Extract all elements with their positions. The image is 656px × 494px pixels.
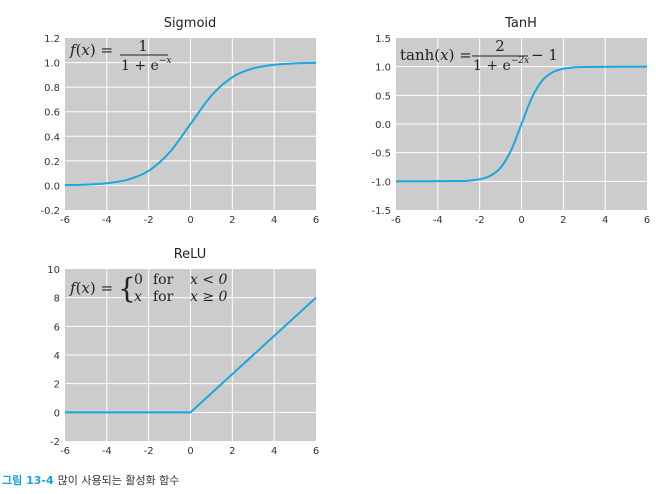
relu-case1-word: for: [153, 272, 174, 288]
sigmoid-panel: Sigmoid -0.2 0.0 0.2 0.4 0.6 0.8 1.0 1.2 -6 -4 -2…: [40, 16, 319, 226]
sigmoid-x-tick-label: 2: [229, 215, 235, 226]
tanh-y-tick-label: 1.0: [375, 63, 391, 74]
tanh-y-tick-label: 0.0: [375, 120, 391, 131]
sigmoid-x-tick-label: -6: [60, 215, 70, 226]
tanh-y-tick-label: -1.0: [371, 177, 391, 188]
sigmoid-x-tick-label: 6: [313, 215, 319, 226]
svg-text:f(x) =: f(x) =: [69, 41, 113, 59]
tanh-x-tick-label: 2: [560, 215, 566, 226]
relu-formula: f(x) = { 0 for x < 0 x for x ≥ 0: [69, 272, 228, 305]
relu-curve: [65, 296, 317, 414]
relu-y-tick-label: 0: [54, 408, 60, 419]
tanh-y-tick-label: 1.5: [375, 34, 391, 45]
sigmoid-x-tick-label: 4: [271, 215, 277, 226]
sigmoid-y-tick-label: 0.0: [44, 181, 60, 192]
svg-text:f(x) =: f(x) =: [69, 279, 113, 297]
tanh-formula-numerator: 2: [495, 37, 505, 55]
sigmoid-title: Sigmoid: [164, 16, 217, 31]
relu-case2-value: x: [134, 289, 142, 305]
svg-text:1 + e−x: 1 + e−x: [121, 56, 171, 74]
sigmoid-formula-denominator: 1 + e: [121, 58, 159, 74]
relu-y-tick-label: 10: [47, 265, 60, 276]
relu-x-ticks: -6 -4 -2 0 2 4 6: [60, 446, 319, 457]
caption-label: 그림 13-4: [2, 474, 54, 487]
sigmoid-formula-numerator: 1: [138, 37, 148, 55]
relu-x-tick-label: 2: [229, 446, 235, 457]
tanh-y-tick-label: -1.5: [371, 206, 391, 217]
sigmoid-y-tick-label: 1.0: [44, 59, 60, 70]
tanh-x-tick-label: 0: [518, 215, 524, 226]
relu-y-tick-label: 8: [54, 294, 60, 305]
sigmoid-x-tick-label: -2: [144, 215, 154, 226]
relu-brace: {: [118, 272, 136, 305]
relu-x-tick-label: 6: [313, 446, 319, 457]
tanh-x-tick-label: -4: [433, 215, 443, 226]
relu-y-tick-label: 2: [54, 380, 60, 391]
relu-title: ReLU: [174, 247, 207, 262]
sigmoid-curve: [64, 61, 317, 187]
sigmoid-x-tick-label: 0: [187, 215, 193, 226]
caption-text: 많이 사용되는 활성화 함수: [57, 474, 180, 487]
relu-case2-condition: x ≥ 0: [190, 289, 228, 305]
sigmoid-y-tick-label: 0.6: [44, 108, 60, 119]
tanh-formula: tanh(x) = 2 1 + e−2x − 1: [400, 37, 558, 74]
sigmoid-y-tick-label: 1.2: [44, 34, 60, 45]
sigmoid-y-tick-label: -0.2: [40, 206, 60, 217]
tanh-y-tick-label: -0.5: [371, 149, 391, 160]
sigmoid-formula-exponent: −x: [159, 56, 172, 66]
relu-y-tick-label: 4: [54, 351, 60, 362]
tanh-grid: [396, 38, 647, 210]
svg-text:tanh(x) =: tanh(x) =: [400, 46, 472, 64]
tanh-y-tick-label: 0.5: [375, 91, 391, 102]
sigmoid-y-tick-label: 0.2: [44, 157, 60, 168]
sigmoid-x-tick-label: -4: [102, 215, 112, 226]
relu-case2-word: for: [153, 289, 174, 305]
svg-text:1 + e−2x: 1 + e−2x: [473, 56, 529, 74]
tanh-title: TanH: [504, 16, 537, 31]
relu-x-tick-label: 4: [271, 446, 277, 457]
tanh-formula-denominator: 1 + e: [473, 58, 511, 74]
tanh-y-ticks: -1.5 -1.0 -0.5 0.0 0.5 1.0 1.5: [371, 34, 391, 217]
relu-y-tick-label: 6: [54, 322, 60, 333]
sigmoid-y-tick-label: 0.8: [44, 83, 60, 94]
tanh-x-tick-label: 6: [644, 215, 650, 226]
relu-x-tick-label: -6: [60, 446, 70, 457]
tanh-x-ticks: -6 -4 -2 0 2 4 6: [391, 215, 650, 226]
relu-x-tick-label: -2: [144, 446, 154, 457]
tanh-x-tick-label: 4: [602, 215, 608, 226]
figure-caption: 그림 13-4 많이 사용되는 활성화 함수: [2, 472, 179, 488]
sigmoid-y-tick-label: 0.4: [44, 132, 60, 143]
relu-panel: ReLU -2 0 2 4 6 8 10 -6 -4 -2 0 2 4 6 f(x) = { 0 for…: [47, 247, 319, 457]
relu-x-tick-label: -4: [102, 446, 112, 457]
tanh-curve: [395, 65, 648, 183]
tanh-formula-rhs: − 1: [531, 46, 558, 64]
tanh-panel: TanH -1.5 -1.0 -0.5 0.0 0.5 1.0 1.5 -6 -4 -2 0 2 4 6…: [371, 16, 650, 226]
tanh-x-tick-label: -2: [475, 215, 485, 226]
relu-y-tick-label: -2: [50, 437, 60, 448]
tanh-formula-exponent: −2x: [511, 56, 529, 66]
relu-case1-condition: x < 0: [190, 272, 228, 288]
sigmoid-formula: f(x) = 1 1 + e−x: [69, 37, 171, 74]
relu-y-ticks: -2 0 2 4 6 8 10: [47, 265, 60, 448]
tanh-x-tick-label: -6: [391, 215, 401, 226]
sigmoid-y-ticks: -0.2 0.0 0.2 0.4 0.6 0.8 1.0 1.2: [40, 34, 60, 217]
relu-x-tick-label: 0: [187, 446, 193, 457]
sigmoid-x-ticks: -6 -4 -2 0 2 4 6: [60, 215, 319, 226]
relu-case1-value: 0: [134, 272, 143, 288]
